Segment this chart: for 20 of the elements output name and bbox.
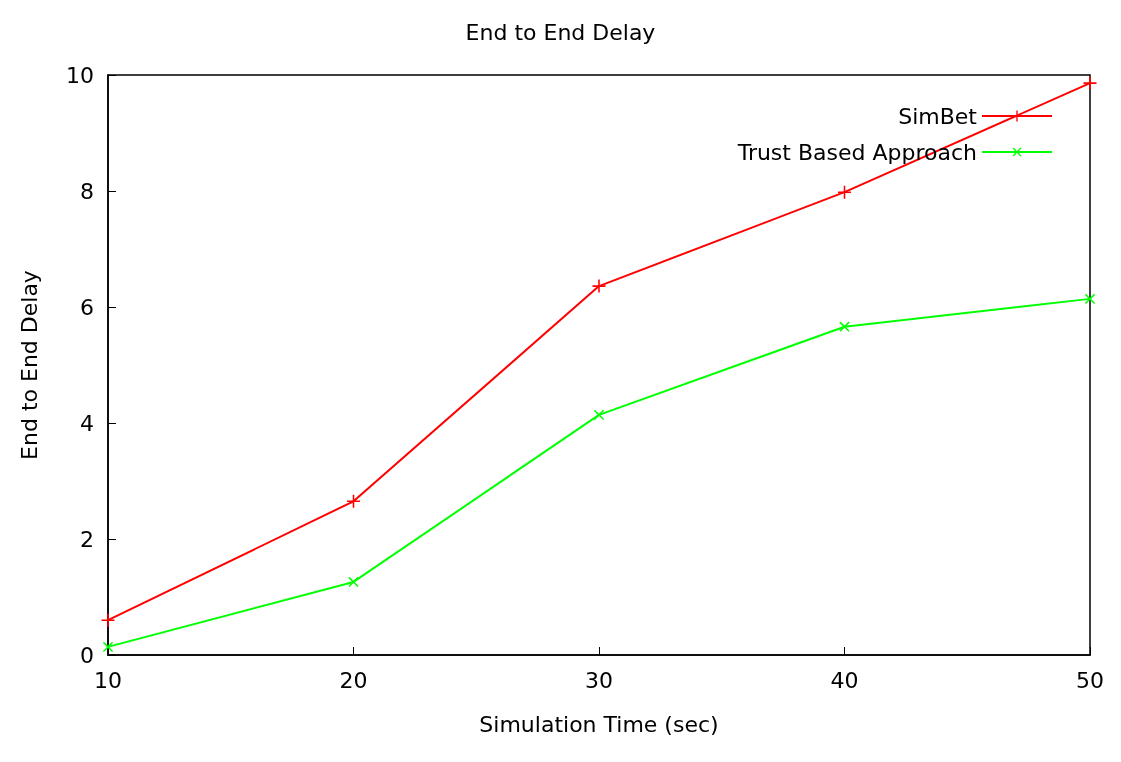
y-tick-label: 4 [80, 410, 94, 436]
point [1083, 76, 1097, 90]
point [838, 185, 851, 199]
point [1084, 293, 1096, 305]
y-tick-label: 0 [80, 642, 94, 668]
point [592, 279, 606, 293]
point [593, 409, 605, 421]
y-tick-label: 8 [80, 178, 94, 204]
y-axis-title: End to End Delay [16, 270, 42, 460]
chart-title: End to End Delay [465, 19, 656, 45]
x-tick-label: 40 [830, 667, 859, 693]
legend-label: SimBet [898, 103, 978, 129]
y-tick-label: 10 [66, 62, 94, 88]
x-tick-label: 20 [339, 667, 368, 693]
x-tick-label: 30 [585, 667, 613, 693]
y-tick-label: 2 [80, 526, 94, 552]
point [101, 613, 115, 627]
y-tick-label: 6 [80, 294, 94, 320]
x-tick-label: 50 [1076, 667, 1104, 693]
x-axis-title: Simulation Time (sec) [479, 711, 719, 737]
